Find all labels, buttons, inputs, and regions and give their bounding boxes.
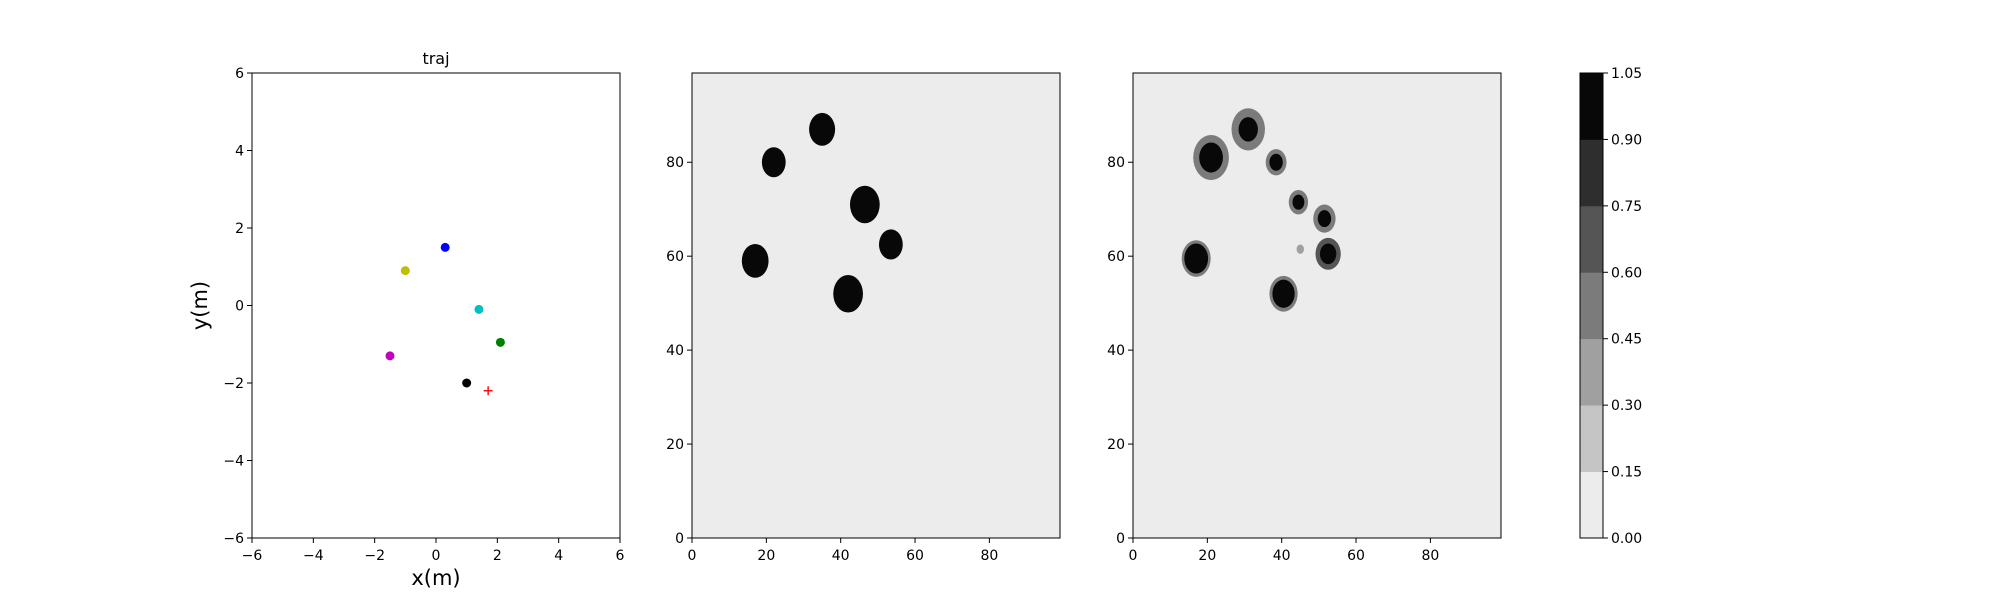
- map-true-y-tick-label: 0: [675, 531, 684, 547]
- map-true-occupancy-blob: [878, 229, 903, 260]
- colorbar-axes-frame: [1579, 72, 1604, 539]
- map-estimate-y-tick-label: 80: [1107, 155, 1125, 171]
- map-true-occupancy-blob: [833, 274, 863, 313]
- map-estimate-occupancy-blob: [1238, 117, 1258, 142]
- map-true-y-tick-label: 20: [666, 437, 684, 453]
- map-estimate-axes-frame: [1132, 72, 1502, 539]
- colorbar-tick-label: 0.15: [1611, 465, 1642, 481]
- colorbar-tick-label: 0.00: [1611, 531, 1642, 547]
- map-true-x-tick-label: 0: [688, 548, 697, 564]
- colorbar-segment: [1580, 73, 1603, 140]
- map-true-background: [692, 73, 1060, 538]
- map-estimate-occupancy-blob: [1292, 194, 1305, 210]
- map-estimate-y-tick-label: 0: [1116, 531, 1125, 547]
- map-estimate-y-tick-label: 20: [1107, 437, 1125, 453]
- map-true-occupancy-blob: [809, 112, 836, 146]
- map-true-occupancy-blob: [741, 243, 769, 278]
- traj-agent-point: [462, 378, 472, 388]
- map-estimate-background: [1133, 73, 1501, 538]
- map-estimate-x-tick-label: 0: [1129, 548, 1138, 564]
- map-true-axes-frame: [691, 72, 1061, 539]
- traj-y-tick-label: 2: [235, 221, 244, 237]
- traj-y-tick-label: −6: [223, 531, 244, 547]
- traj-plot-area: [252, 73, 620, 538]
- map-true-x-tick-label: 20: [757, 548, 775, 564]
- map-estimate-occupancy-blob: [1317, 210, 1332, 228]
- traj-agent-point: [440, 242, 450, 252]
- traj-x-tick-label: 2: [493, 548, 502, 564]
- traj-x-tick-label: 6: [616, 548, 625, 564]
- map-true-x-tick-label: 80: [980, 548, 998, 564]
- colorbar-segment: [1580, 338, 1603, 406]
- traj-y-tick-label: −4: [223, 454, 244, 470]
- traj-x-tick-label: −6: [242, 548, 263, 564]
- colorbar-tick-label: 0.60: [1611, 265, 1642, 281]
- map-estimate-x-tick-label: 20: [1198, 548, 1216, 564]
- map-true-y-tick-label: 60: [666, 249, 684, 265]
- colorbar-tick-label: 0.90: [1611, 132, 1642, 148]
- traj-title: traj: [422, 49, 449, 68]
- map-true-occupancy-blob: [761, 147, 786, 178]
- map-true-x-tick-label: 40: [832, 548, 850, 564]
- colorbar-tick-label: 0.75: [1611, 199, 1642, 215]
- traj-scatter-panel: −6 −4 −2 0 2 4 6 −6 −4 −2 0 2 4 6 traj x(m) y(m): [188, 49, 625, 590]
- colorbar-segment: [1580, 471, 1603, 539]
- traj-x-tick-label: 0: [432, 548, 441, 564]
- map-estimate-y-tick-label: 60: [1107, 249, 1125, 265]
- map-true-y-tick-label: 80: [666, 155, 684, 171]
- colorbar-tick-label: 0.45: [1611, 332, 1642, 348]
- colorbar-segment: [1580, 139, 1603, 207]
- colorbar-panel: 0.00 0.15 0.30 0.45 0.60 0.75 0.90 1.05: [1579, 66, 1642, 547]
- map-estimate-x-tick-label: 60: [1347, 548, 1365, 564]
- estimated-map-panel: 0 20 40 60 80 0 20 40 60 80: [1107, 72, 1502, 564]
- map-estimate-occupancy-blob: [1272, 279, 1295, 308]
- traj-y-axis-label: y(m): [188, 281, 212, 330]
- map-true-y-tick-label: 40: [666, 343, 684, 359]
- traj-y-tick-label: 0: [235, 299, 244, 315]
- traj-agent-point: [474, 304, 484, 314]
- map-estimate-occupancy-blob: [1184, 243, 1209, 274]
- traj-y-tick-label: −2: [223, 376, 244, 392]
- map-estimate-occupancy-blob: [1199, 142, 1223, 173]
- traj-y-tick-label: 4: [235, 144, 244, 160]
- traj-y-tick-label: 6: [235, 66, 244, 82]
- map-estimate-occupancy-blob: [1296, 244, 1304, 254]
- map-true-occupancy-blob: [849, 185, 880, 224]
- colorbar-segment: [1580, 272, 1603, 340]
- map-estimate-y-tick-label: 40: [1107, 343, 1125, 359]
- colorbar-tick-label: 1.05: [1611, 66, 1642, 82]
- traj-x-tick-label: −2: [364, 548, 385, 564]
- traj-agent-point: [400, 266, 410, 276]
- traj-x-tick-label: −4: [303, 548, 324, 564]
- ground-truth-map-panel: 0 20 40 60 80 0 20 40 60 80: [666, 72, 1061, 564]
- traj-x-axis-label: x(m): [411, 566, 460, 590]
- traj-x-tick-label: 4: [554, 548, 563, 564]
- traj-agent-point: [495, 337, 505, 347]
- map-estimate-occupancy-blob: [1319, 243, 1337, 265]
- colorbar-segment: [1580, 405, 1603, 472]
- map-estimate-x-tick-label: 40: [1273, 548, 1291, 564]
- map-estimate-occupancy-blob: [1269, 153, 1283, 171]
- colorbar-tick-label: 0.30: [1611, 398, 1642, 414]
- traj-agent-point: [385, 351, 395, 361]
- colorbar-segment: [1580, 205, 1603, 273]
- map-estimate-x-tick-label: 80: [1421, 548, 1439, 564]
- map-true-x-tick-label: 60: [906, 548, 924, 564]
